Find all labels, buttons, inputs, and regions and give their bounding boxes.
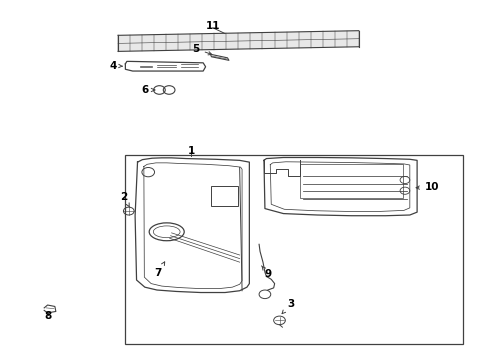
Text: 8: 8 [44,311,51,321]
Text: 7: 7 [154,262,164,278]
Text: 11: 11 [205,21,220,31]
Bar [125,155,462,344]
Text: 5: 5 [192,44,211,55]
Text: 10: 10 [415,182,438,192]
Bar [211,186,238,206]
Text: 2: 2 [121,192,129,207]
Bar [300,164,402,198]
Polygon shape [118,31,358,51]
Text: 1: 1 [187,146,194,156]
Text: 9: 9 [261,266,271,279]
Text: 3: 3 [282,299,294,314]
Text: 6: 6 [141,85,154,95]
Text: 4: 4 [109,61,122,71]
